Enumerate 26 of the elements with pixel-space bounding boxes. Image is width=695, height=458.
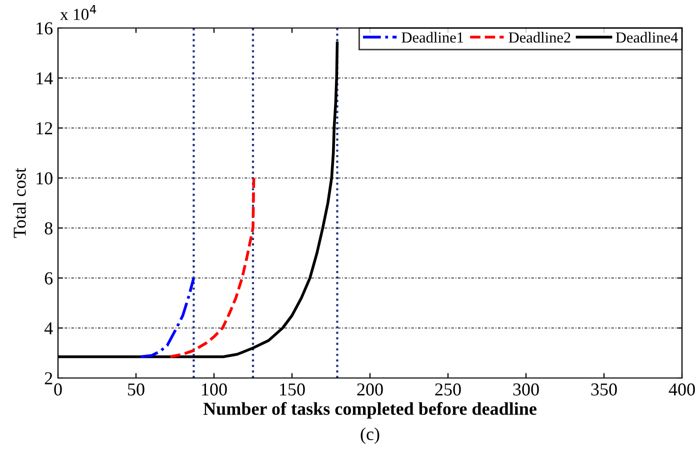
x-tick-label: 150 — [280, 383, 305, 396]
y-tick-label: 2 — [44, 372, 52, 384]
y-axis-title: Total cost — [13, 168, 26, 238]
line-series — [139, 276, 196, 358]
text: x 10$^{4}$ — [60, 5, 96, 20]
x-tick-label: 350 — [591, 383, 617, 396]
text: (c) — [360, 427, 380, 444]
y-tick-label: 16 — [36, 22, 53, 34]
x-tick-label: 250 — [435, 383, 461, 396]
y-tick-label: 12 — [36, 122, 52, 134]
x-tick-label: 200 — [357, 383, 383, 396]
y-tick-label: 14 — [36, 72, 53, 84]
y-tick-label: 10 — [36, 172, 52, 184]
x-axis-title: Number of tasks completed before deadline — [203, 402, 536, 419]
y-tick-label: 8 — [44, 222, 52, 234]
legend-label: Deadline2 — [508, 32, 570, 43]
line-series — [168, 176, 256, 358]
y-tick-label: 4 — [44, 322, 53, 334]
x-tick-label: 100 — [202, 383, 227, 396]
y-tick-label: 6 — [44, 272, 53, 284]
x-tick-label: 300 — [513, 383, 539, 396]
x-tick-label: 0 — [54, 383, 62, 396]
x-tick-label: 400 — [668, 383, 695, 396]
legend-label: Deadline4 — [616, 32, 678, 43]
x-tick-label: 50 — [128, 383, 144, 396]
legend-label: Deadline1 — [402, 32, 464, 43]
